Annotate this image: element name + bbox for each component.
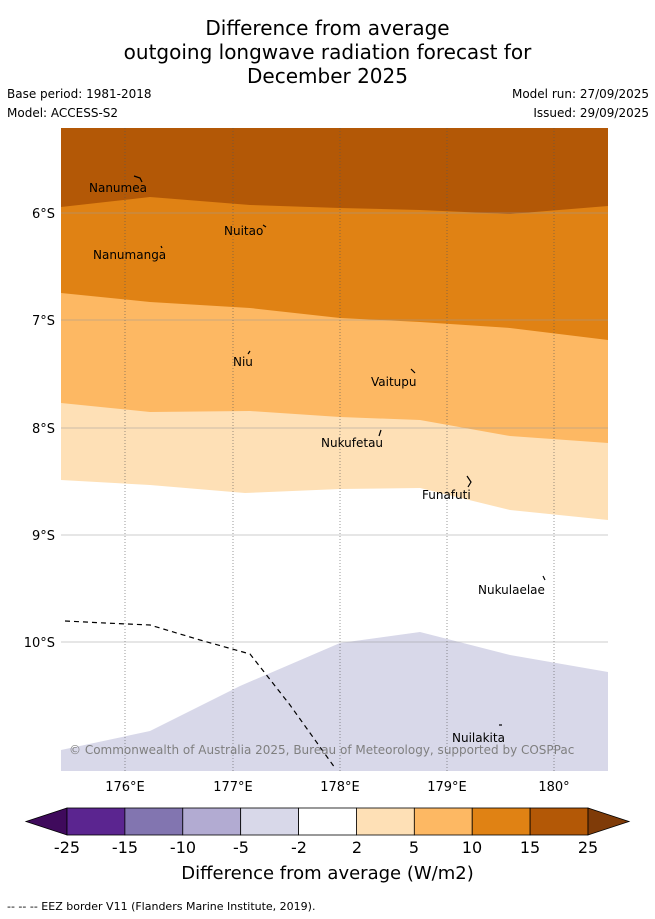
- x-tick-177e: 177°E: [213, 780, 253, 795]
- island-funafuti: [466, 475, 472, 488]
- island-nanumanga: [160, 245, 163, 249]
- island-nukulaelae: [542, 575, 546, 581]
- cb-label-minus-5: -5: [233, 838, 249, 857]
- colorbar: [24, 807, 631, 836]
- parallel-gridlines: [61, 212, 608, 643]
- y-tick-6s: 6°S: [32, 207, 55, 222]
- island-nuitao: [262, 224, 267, 228]
- title-line-3: December 2025: [247, 64, 408, 88]
- y-tick-8s: 8°S: [32, 422, 55, 437]
- label-niu: Niu: [233, 355, 253, 369]
- meridian-gridlines: [124, 128, 555, 771]
- x-axis-labels: 176°E 177°E 178°E 179°E 180°: [105, 780, 569, 795]
- colorbar-segment: [240, 807, 299, 836]
- y-tick-9s: 9°S: [32, 529, 55, 544]
- cb-label-minus-25: -25: [53, 838, 81, 857]
- cb-label-2: 2: [351, 838, 363, 857]
- colorbar-extend-low: [24, 807, 68, 836]
- colorbar-segment: [529, 807, 589, 836]
- label-funafuti: Funafuti: [422, 488, 471, 502]
- island-nanumea: [133, 175, 143, 183]
- chart-title: Difference from average outgoing longwav…: [0, 16, 655, 88]
- copyright-notice: © Commonwealth of Australia 2025, Bureau…: [69, 743, 574, 757]
- islands: [133, 175, 546, 726]
- anomaly-layers: [61, 128, 608, 771]
- label-nuilakita: Nuilakita: [452, 731, 505, 745]
- colorbar-segment: [413, 807, 473, 836]
- y-tick-10s: 10°S: [24, 636, 55, 651]
- band-minus-2-5: [61, 632, 608, 771]
- label-nukufetau: Nukufetau: [321, 436, 383, 450]
- place-labels: Nanumea Nuitao Nanumanga Niu Vaitupu Nuk…: [89, 181, 545, 745]
- title-line-1: Difference from average: [205, 16, 450, 40]
- cb-label-15: 15: [519, 838, 541, 857]
- island-vaitupu: [410, 368, 416, 374]
- eez-footnote: -- -- -- EEZ border V11 (Flanders Marine…: [7, 900, 316, 913]
- colorbar-segment: [66, 807, 126, 836]
- colorbar-extend-high: [587, 807, 631, 836]
- model-run: Model run: 27/09/2025: [511, 87, 649, 101]
- cb-label-10: 10: [461, 838, 483, 857]
- colorbar-segment: [298, 807, 357, 836]
- label-nanumea: Nanumea: [89, 181, 147, 195]
- cb-label-5: 5: [408, 838, 420, 857]
- island-niu: [247, 350, 251, 355]
- eez-border: [64, 620, 336, 769]
- x-tick-179e: 179°E: [427, 780, 467, 795]
- x-tick-178e: 178°E: [320, 780, 360, 795]
- x-tick-180: 180°: [538, 780, 569, 795]
- cb-label-minus-15: -15: [111, 838, 139, 857]
- label-vaitupu: Vaitupu: [371, 375, 417, 389]
- colorbar-segment: [471, 807, 531, 836]
- cb-label-minus-10: -10: [169, 838, 197, 857]
- model-name: Model: ACCESS-S2: [7, 106, 119, 120]
- issued-date: Issued: 29/09/2025: [533, 106, 649, 120]
- y-axis-labels: 6°S 7°S 8°S 9°S 10°S: [24, 207, 55, 651]
- colorbar-title: Difference from average (W/m2): [181, 863, 474, 884]
- cb-label-minus-2: -2: [291, 838, 307, 857]
- label-nanumanga: Nanumanga: [93, 248, 166, 262]
- colorbar-segment: [356, 807, 415, 836]
- cb-label-25: 25: [577, 838, 599, 857]
- colorbar-segment: [182, 807, 242, 836]
- colorbar-segment: [124, 807, 184, 836]
- island-nukufetau: [378, 429, 382, 437]
- label-nukulaelae: Nukulaelae: [478, 583, 545, 597]
- x-tick-176e: 176°E: [105, 780, 145, 795]
- base-period: Base period: 1981-2018: [7, 87, 152, 101]
- label-nuitao: Nuitao: [224, 224, 263, 238]
- y-tick-7s: 7°S: [32, 314, 55, 329]
- title-line-2: outgoing longwave radiation forecast for: [123, 40, 532, 64]
